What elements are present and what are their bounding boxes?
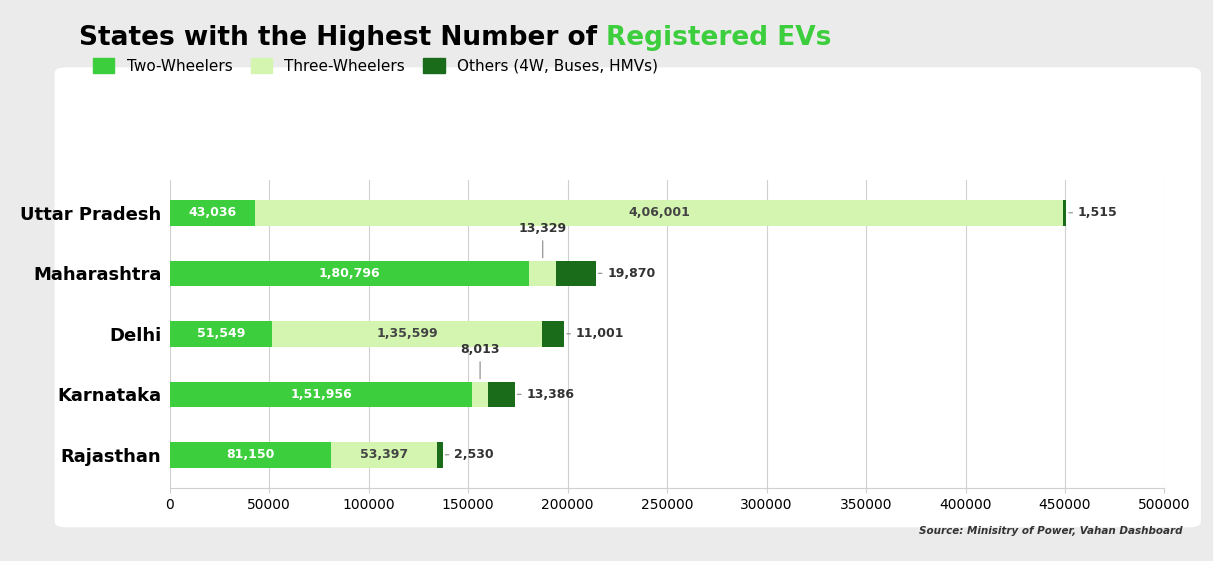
- Text: 51,549: 51,549: [197, 327, 245, 341]
- Bar: [556, 261, 596, 286]
- Text: 13,329: 13,329: [519, 222, 566, 258]
- Text: 43,036: 43,036: [188, 206, 237, 219]
- Text: Source: Minisitry of Power, Vahan Dashboard: Source: Minisitry of Power, Vahan Dashbo…: [919, 526, 1183, 536]
- Text: 1,80,796: 1,80,796: [319, 267, 381, 280]
- Bar: [331, 442, 438, 467]
- Bar: [256, 200, 1063, 226]
- Bar: [273, 321, 542, 347]
- Text: 19,870: 19,870: [598, 267, 656, 280]
- Text: 2,530: 2,530: [445, 448, 494, 461]
- Bar: [530, 261, 556, 286]
- Bar: [488, 381, 514, 407]
- Text: 8,013: 8,013: [460, 343, 500, 379]
- Legend: Two-Wheelers, Three-Wheelers, Others (4W, Buses, HMVs): Two-Wheelers, Three-Wheelers, Others (4W…: [93, 58, 657, 73]
- Text: States with the Highest Number of: States with the Highest Number of: [79, 25, 606, 51]
- Text: 13,386: 13,386: [518, 388, 575, 401]
- Text: Registered EVs: Registered EVs: [606, 25, 832, 51]
- Text: 1,51,956: 1,51,956: [290, 388, 352, 401]
- Text: 1,515: 1,515: [1069, 206, 1118, 219]
- Text: 11,001: 11,001: [566, 327, 625, 341]
- Bar: [170, 200, 256, 226]
- Text: 53,397: 53,397: [360, 448, 409, 461]
- Bar: [1063, 200, 1066, 226]
- Bar: [438, 442, 443, 467]
- Text: 4,06,001: 4,06,001: [628, 206, 690, 219]
- Bar: [542, 321, 564, 347]
- Bar: [170, 442, 331, 467]
- Bar: [170, 261, 530, 286]
- Bar: [170, 381, 472, 407]
- Text: 81,150: 81,150: [227, 448, 274, 461]
- Bar: [170, 321, 273, 347]
- Text: 1,35,599: 1,35,599: [376, 327, 438, 341]
- Bar: [472, 381, 488, 407]
